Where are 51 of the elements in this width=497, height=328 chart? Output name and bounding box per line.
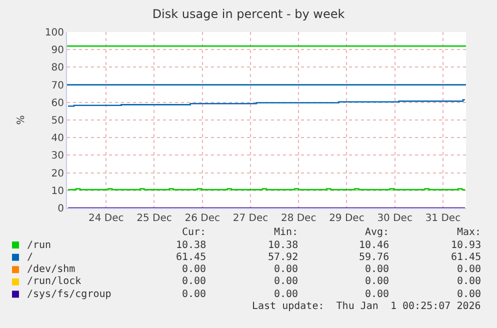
- text: 0.00: [457, 276, 482, 287]
- y-tick-label: 100: [44, 28, 64, 38]
- y-axis-title: %: [16, 115, 27, 125]
- text: 0.00: [457, 264, 482, 275]
- x-tick-label: 24 Dec: [88, 213, 124, 224]
- legend-label: /run/lock: [27, 276, 82, 287]
- text: Min:: [274, 227, 298, 238]
- text: 0.00: [365, 264, 390, 275]
- legend-label: /sys/fs/cgroup: [27, 289, 112, 300]
- y-tick-label: 80: [51, 62, 64, 74]
- y-tick-label: 50: [51, 116, 64, 126]
- legend-label: /run: [27, 240, 52, 251]
- x-tick-label: 27 Dec: [232, 213, 268, 224]
- text: 10.38: [268, 240, 298, 251]
- y-tick-label: 10: [51, 186, 64, 197]
- text: 0.00: [457, 289, 482, 300]
- text: 10.38: [176, 240, 206, 251]
- text: 0.00: [182, 264, 206, 275]
- legend-label: /: [27, 252, 34, 263]
- y-tick-label: 30: [51, 150, 64, 162]
- y-tick-label: 60: [51, 98, 64, 109]
- x-tick-label: 26 Dec: [184, 213, 220, 224]
- text: 57.92: [268, 252, 298, 263]
- text: 0.00: [274, 276, 298, 287]
- x-tick-label: 30 Dec: [377, 213, 412, 224]
- y-tick-label: 40: [51, 133, 64, 144]
- x-tick-label: 29 Dec: [329, 213, 364, 224]
- x-tick-label: 25 Dec: [136, 213, 172, 224]
- text: 0.00: [182, 289, 206, 300]
- y-tick-label: 20: [51, 168, 64, 180]
- y-tick-label: 90: [51, 45, 64, 56]
- text: Cur:: [182, 227, 206, 238]
- y-tick-label: 70: [51, 80, 64, 92]
- x-tick-label: 28 Dec: [280, 213, 316, 224]
- text: Last update: Thu Jan 1 00:25:07 2026: [252, 301, 481, 312]
- y-tick-label: 0: [58, 204, 64, 214]
- legend-label: /dev/shm: [27, 264, 76, 275]
- text: Avg:: [365, 227, 390, 238]
- text: 0.00: [274, 289, 298, 300]
- text: Max:: [457, 227, 482, 238]
- text: 0.00: [274, 264, 298, 275]
- x-tick-label: 31 Dec: [425, 213, 461, 224]
- text: 10.93: [451, 240, 482, 251]
- text: 59.76: [359, 252, 390, 263]
- text: 61.45: [176, 252, 206, 263]
- text: 10.46: [359, 240, 390, 251]
- text: 0.00: [182, 276, 206, 287]
- text: 0.00: [365, 276, 390, 287]
- text: 0.00: [365, 289, 390, 300]
- text: 61.45: [451, 252, 482, 263]
- chart-title: Disk usage in percent - by week: [152, 7, 345, 22]
